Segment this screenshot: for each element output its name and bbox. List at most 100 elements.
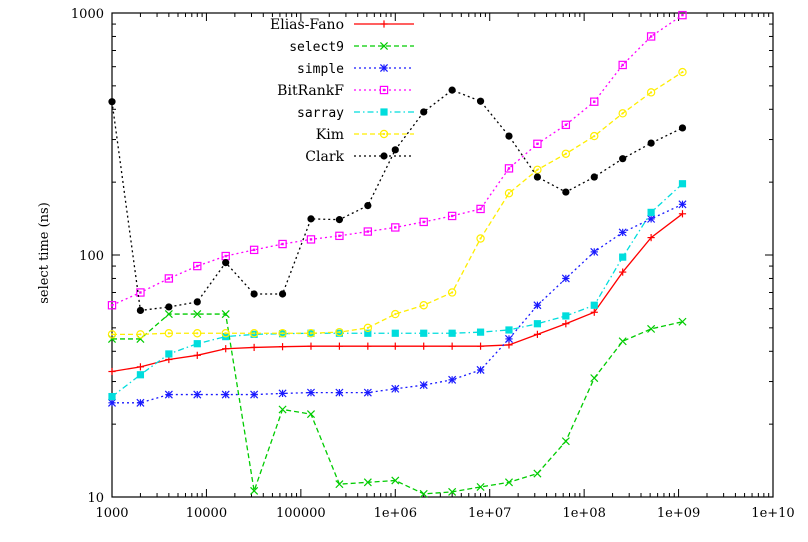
data-point <box>647 139 655 147</box>
y-tick-label: 10 <box>87 491 104 506</box>
data-point <box>193 351 201 359</box>
series-line <box>111 14 683 306</box>
data-point <box>533 165 542 174</box>
series-elias-fano <box>108 210 687 376</box>
data-point <box>533 139 542 149</box>
data-point <box>533 173 542 181</box>
chart-axes: 1000 10000 100000 1e+06 1e+07 1e+08 1e+09 1e+10… <box>71 7 795 521</box>
data-point <box>618 337 627 346</box>
data-point <box>647 234 655 242</box>
data-point <box>476 482 485 492</box>
data-point <box>306 235 316 244</box>
data-point <box>533 320 542 328</box>
data-point <box>419 381 428 390</box>
data-point <box>335 388 344 397</box>
data-point <box>618 228 627 237</box>
data-point <box>193 261 202 271</box>
legend-entry: Kim <box>316 127 414 143</box>
data-point <box>250 486 259 495</box>
data-point <box>249 245 259 255</box>
data-point <box>278 290 287 298</box>
y-tick-label: 100 <box>79 249 104 264</box>
data-point <box>164 274 174 283</box>
data-point <box>561 437 570 446</box>
data-point <box>136 363 145 371</box>
data-point <box>561 120 571 130</box>
data-point <box>561 149 571 158</box>
data-point <box>476 204 485 214</box>
legend-entry: sarray <box>297 106 414 121</box>
x-tick-label: 100000 <box>276 506 326 521</box>
data-point <box>363 388 372 397</box>
data-point <box>165 303 173 311</box>
data-point <box>678 10 687 20</box>
legend-label: Clark <box>305 149 344 165</box>
data-point <box>136 306 145 315</box>
legend-entry: Clark <box>305 149 414 165</box>
data-point <box>533 469 542 478</box>
legend-swatch-marker <box>379 63 389 73</box>
series-select9 <box>107 310 687 498</box>
legend-label: Kim <box>316 127 344 143</box>
data-point <box>108 98 116 106</box>
x-tick-label: 1e+06 <box>374 506 417 521</box>
data-point <box>335 480 344 489</box>
data-point <box>278 329 287 338</box>
data-point <box>533 330 542 338</box>
data-point <box>335 327 344 337</box>
data-point <box>306 388 316 397</box>
data-point <box>505 132 513 140</box>
data-point <box>619 268 627 276</box>
data-point <box>476 342 485 350</box>
data-point <box>250 330 258 338</box>
data-point <box>476 97 485 105</box>
data-point <box>419 301 428 310</box>
data-point <box>646 88 656 97</box>
data-point <box>391 342 399 350</box>
data-point <box>164 390 173 399</box>
data-point <box>619 253 627 261</box>
legend-entry: BitRankF <box>277 83 414 99</box>
data-point <box>391 146 399 154</box>
data-point <box>420 108 428 116</box>
data-point <box>335 329 344 337</box>
data-point <box>250 290 258 298</box>
data-point <box>363 478 372 487</box>
data-point <box>678 124 687 132</box>
x-tick-label: 1e+10 <box>751 506 794 521</box>
legend-swatch-marker <box>379 85 389 95</box>
data-point <box>307 215 315 223</box>
series-line <box>111 183 683 398</box>
data-point <box>278 343 287 351</box>
data-point <box>136 288 145 297</box>
plot-frame <box>111 12 774 498</box>
data-point <box>590 374 599 383</box>
data-point <box>108 367 116 376</box>
data-point <box>250 343 258 352</box>
data-point <box>678 67 687 77</box>
legend-label: sarray <box>297 106 344 121</box>
data-point <box>391 476 400 485</box>
legend-entry: Elias-Fano <box>270 17 414 33</box>
data-point <box>590 131 599 141</box>
x-tick-label: 1e+09 <box>657 506 700 521</box>
data-point <box>590 308 598 316</box>
data-point <box>448 329 456 337</box>
data-point <box>647 214 656 223</box>
data-point <box>107 398 117 407</box>
data-point <box>448 375 457 384</box>
data-point <box>164 310 173 319</box>
series-layer <box>107 10 687 498</box>
data-point <box>476 328 485 336</box>
data-point <box>618 109 627 118</box>
data-point <box>107 330 117 339</box>
data-point <box>364 342 372 350</box>
data-point <box>306 329 316 338</box>
data-point <box>335 216 344 224</box>
data-point <box>447 211 457 221</box>
data-point <box>505 326 513 334</box>
data-point <box>391 329 399 337</box>
x-tick-label: 1000 <box>95 506 128 521</box>
data-point <box>306 410 316 419</box>
